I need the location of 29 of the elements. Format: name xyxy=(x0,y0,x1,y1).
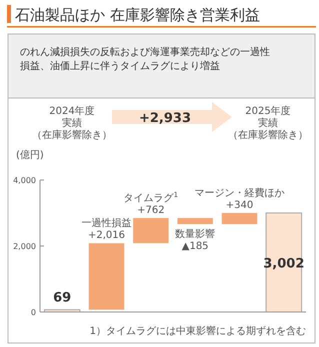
data-label: ▲185 xyxy=(182,241,209,252)
bar xyxy=(177,218,213,224)
bar xyxy=(133,218,169,244)
y-tick-label: 4,000 xyxy=(13,176,36,185)
chart-subtitle: のれん減損損失の反転および海運事業売却などの一過性損益、油価上昇に伴うタイムラグにより増益 xyxy=(20,46,270,72)
y-tick-label: 2,000 xyxy=(13,242,36,251)
x-tick-label: マージン・経費ほか xyxy=(194,186,284,199)
text: 1）タイムラグには中東影響による期ずれを含む xyxy=(90,325,306,337)
y-axis-title: (億円) xyxy=(16,149,44,161)
text: （在庫影響除き） xyxy=(32,129,112,141)
x-tick-label: 一過性損益 xyxy=(82,217,132,230)
bar xyxy=(88,243,124,310)
x-tick-label: タイムラグ$^{1}$ xyxy=(124,191,178,204)
text: +2,933 xyxy=(138,111,192,126)
chart-title: 石油製品ほか 在庫影響除き営業利益 xyxy=(15,6,260,24)
data-label: 69 xyxy=(53,290,72,306)
data-label: +340 xyxy=(226,200,254,211)
data-label: +2,016 xyxy=(88,230,126,242)
text: （在庫影響除き） xyxy=(228,129,308,141)
data-label: 3,002 xyxy=(263,256,304,272)
data-label: +762 xyxy=(137,205,165,216)
x-tick-label: 数量影響 xyxy=(175,228,216,240)
bar xyxy=(266,212,302,312)
y-tick-label: 0 xyxy=(30,308,36,317)
text: 実績 xyxy=(258,117,278,129)
text: 実績 xyxy=(62,117,82,129)
text: 2024年度 xyxy=(49,105,95,117)
text: 2025年度 xyxy=(245,105,291,117)
bar xyxy=(222,212,258,224)
